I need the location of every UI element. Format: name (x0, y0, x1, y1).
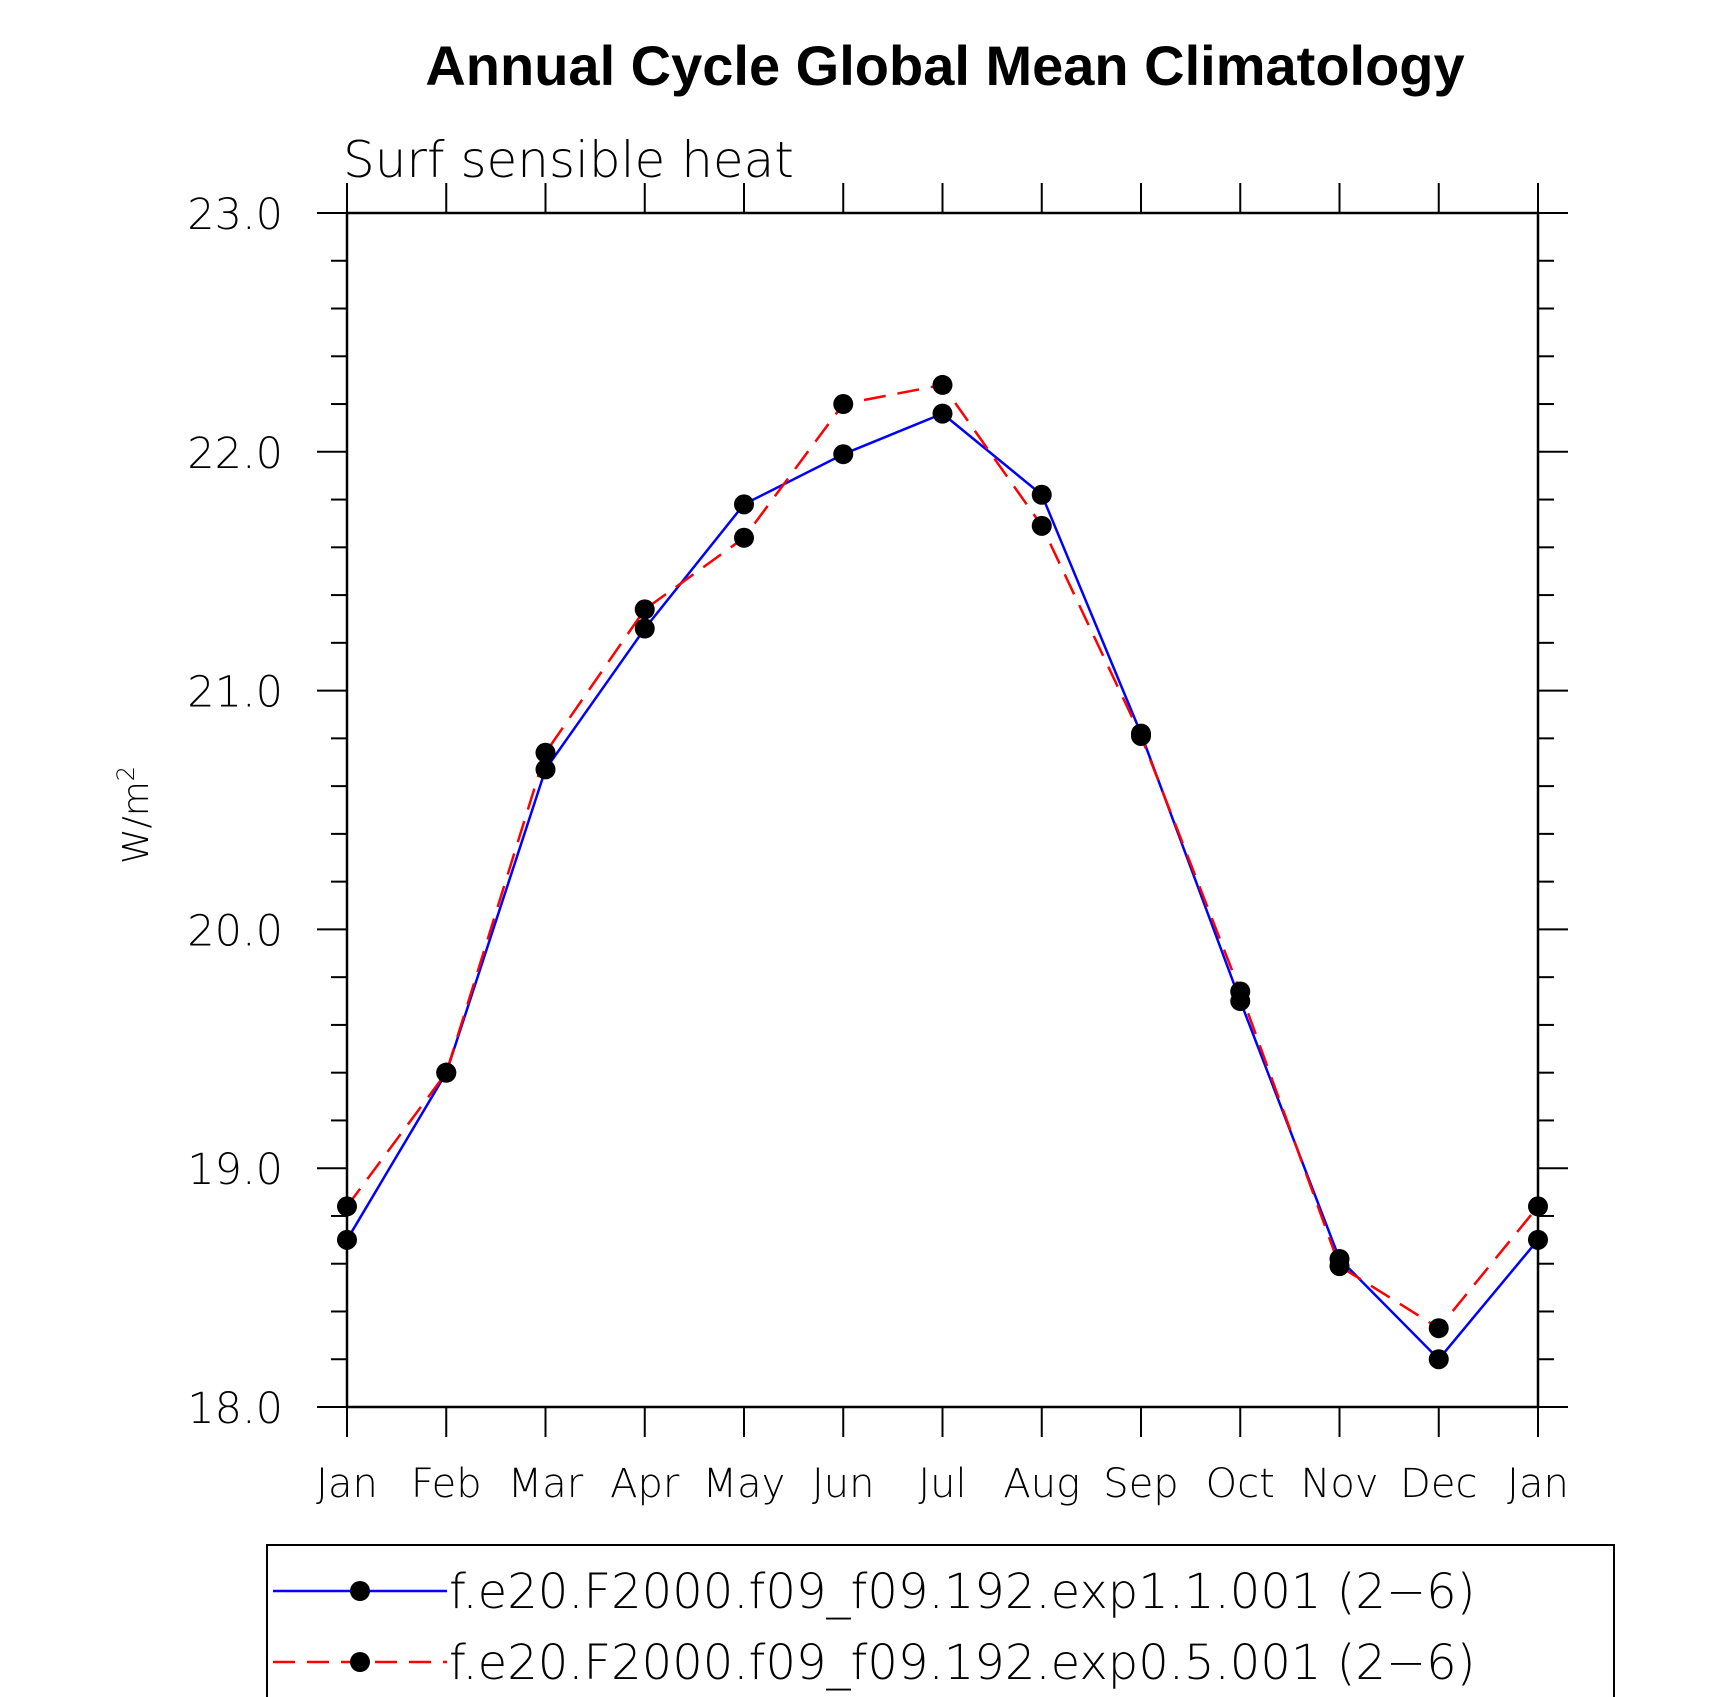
x-tick-label: Feb (411, 1461, 482, 1507)
series-1-point (535, 759, 556, 780)
x-tick-label: Jun (812, 1461, 875, 1507)
y-tick-label: 21.0 (187, 668, 283, 718)
series-2-point (1428, 1318, 1449, 1339)
series-2-point (1031, 515, 1052, 536)
series-2-point (1329, 1256, 1350, 1277)
y-axis-label: W/m2 (112, 766, 157, 864)
legend: f.e20.F2000.f09_f09.192.exp1.1.001 (2−6)… (266, 1544, 1615, 1697)
y-tick-label: 18.0 (187, 1384, 283, 1434)
y-tick-label: 19.0 (187, 1145, 283, 1195)
y-axis-label-superscript: 2 (112, 766, 140, 781)
series-1-point (833, 444, 854, 465)
legend-label-2: f.e20.F2000.f09_f09.192.exp0.5.001 (2−6) (449, 1635, 1475, 1691)
series-1-point (1428, 1349, 1449, 1370)
series-2-point (734, 527, 754, 548)
marker-layer (337, 374, 1548, 1370)
y-tick-label: 20.0 (187, 906, 283, 956)
series-2-point (833, 394, 854, 415)
plot-axes: 18.0 19.0 20.0 21.0 22.0 23.0 Jan Feb Mar Apr May J… (187, 183, 1569, 1507)
series-1-point (734, 494, 754, 515)
series-2-point (337, 1196, 357, 1217)
series-2-point (1131, 725, 1151, 746)
series-1-point (932, 403, 953, 424)
series-line-1 (345, 412, 1539, 1361)
x-tick-label: Oct (1206, 1461, 1275, 1507)
series-line-2 (345, 383, 1539, 1330)
legend-marker-1 (350, 1581, 370, 1601)
series-1-point (634, 618, 655, 639)
chart-subtitle: Surf sensible heat (343, 131, 794, 189)
legend-box (266, 1544, 1615, 1697)
series-2-point (1230, 981, 1251, 1002)
chart-title: Annual Cycle Global Mean Climatology (425, 34, 1464, 97)
x-tick-label: May (703, 1461, 786, 1507)
series-2-point (634, 599, 655, 620)
series-2-point (436, 1062, 457, 1083)
series-2-point (932, 374, 953, 395)
y-tick-label: 23.0 (187, 190, 283, 240)
series-1-point (1031, 484, 1052, 505)
y-tick-label: 22.0 (187, 429, 283, 479)
series-1-point (337, 1229, 357, 1250)
series-layer (345, 383, 1539, 1361)
x-tick-label: Apr (610, 1461, 680, 1507)
x-tick-label: Jan (316, 1461, 378, 1507)
x-tick-label: Aug (1003, 1461, 1080, 1507)
legend-label-1: f.e20.F2000.f09_f09.192.exp1.1.001 (2−6) (449, 1564, 1475, 1620)
series-2-point (535, 742, 556, 763)
x-tick-label: Mar (508, 1461, 584, 1507)
x-tick-label: Nov (1300, 1461, 1378, 1507)
x-tick-label: Jan (1507, 1461, 1569, 1507)
series-1-point (1528, 1229, 1548, 1250)
legend-marker-2 (350, 1652, 370, 1672)
x-tick-label: Sep (1103, 1461, 1178, 1507)
series-2-point (1528, 1196, 1548, 1217)
x-tick-label: Jul (918, 1461, 966, 1507)
x-tick-label: Dec (1400, 1461, 1477, 1507)
